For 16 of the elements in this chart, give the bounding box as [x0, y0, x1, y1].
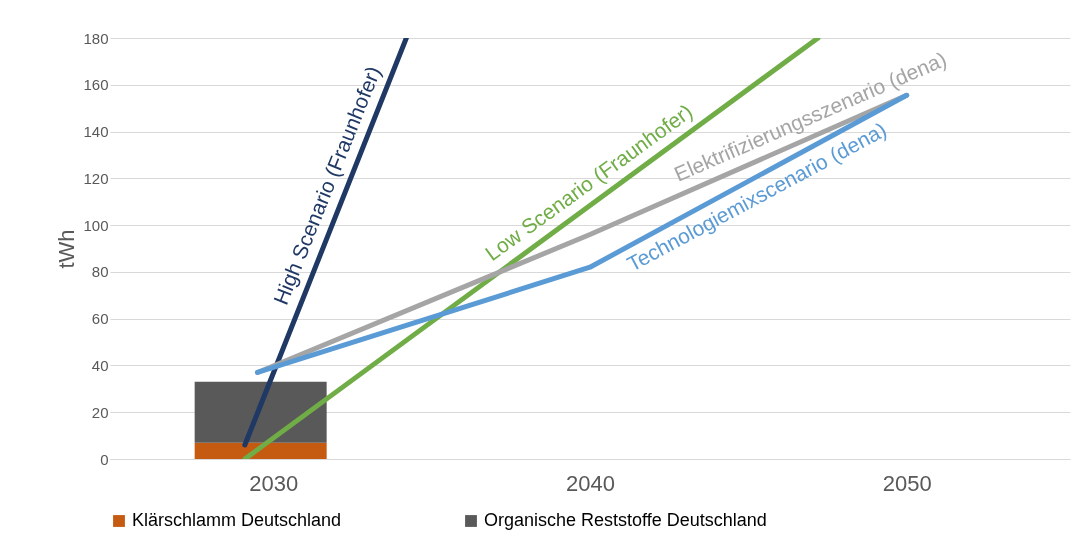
y-tick-label: 180 — [83, 29, 109, 47]
x-tick-label: 2030 — [249, 470, 299, 496]
y-tick-label: 80 — [91, 263, 109, 281]
x-tick-label: 2050 — [882, 470, 932, 496]
y-tick-label: 100 — [83, 216, 109, 234]
y-axis-title: tWh — [54, 229, 80, 269]
legend-label: Klärschlamm Deutschland — [132, 510, 342, 530]
y-tick-label: 20 — [91, 403, 109, 421]
y-tick-label: 140 — [83, 123, 109, 141]
y-tick-label: 120 — [83, 169, 109, 187]
legend-label: Organische Reststoffe Deutschland — [484, 510, 767, 530]
y-tick-label: 60 — [91, 310, 109, 328]
y-tick-label: 160 — [83, 76, 109, 94]
y-tick-label: 0 — [100, 450, 109, 468]
x-tick-label: 2040 — [566, 470, 615, 496]
y-tick-label: 40 — [91, 356, 109, 374]
